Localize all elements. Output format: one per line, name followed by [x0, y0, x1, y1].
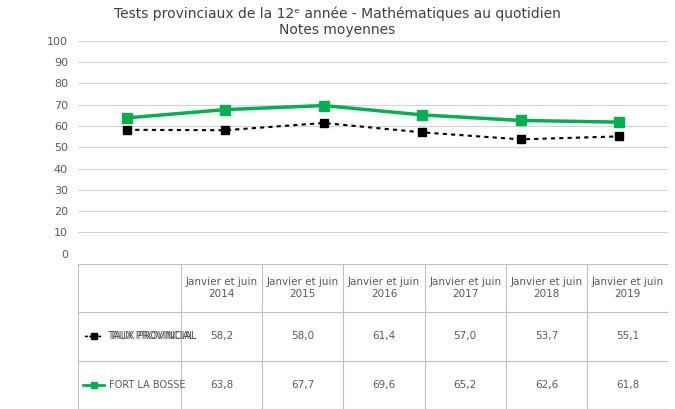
Text: 57,0: 57,0	[454, 331, 477, 342]
Text: 61,4: 61,4	[373, 331, 396, 342]
Text: 67,7: 67,7	[291, 380, 315, 390]
Text: Janvier et juin
2017: Janvier et juin 2017	[429, 277, 502, 299]
Text: Janvier et juin
2016: Janvier et juin 2016	[348, 277, 420, 299]
Text: Tests provinciaux de la 12ᵉ année - Mathématiques au quotidien
Notes moyennes: Tests provinciaux de la 12ᵉ année - Math…	[114, 6, 561, 37]
Text: 63,8: 63,8	[210, 380, 234, 390]
Text: FORT LA BOSSE: FORT LA BOSSE	[109, 380, 185, 390]
Text: 55,1: 55,1	[616, 331, 639, 342]
Text: 58,2: 58,2	[210, 331, 234, 342]
Text: 69,6: 69,6	[373, 380, 396, 390]
Text: TAUX PROVINCIAL: TAUX PROVINCIAL	[109, 331, 196, 342]
Text: Janvier et juin
2018: Janvier et juin 2018	[510, 277, 583, 299]
Text: Janvier et juin
2014: Janvier et juin 2014	[186, 277, 258, 299]
Text: 65,2: 65,2	[454, 380, 477, 390]
Text: Janvier et juin
2019: Janvier et juin 2019	[591, 277, 664, 299]
Text: 61,8: 61,8	[616, 380, 639, 390]
Text: TAUX PROVINCIAL: TAUX PROVINCIAL	[107, 331, 194, 342]
Text: Janvier et juin
2015: Janvier et juin 2015	[267, 277, 339, 299]
Text: 58,0: 58,0	[291, 331, 315, 342]
Text: 53,7: 53,7	[535, 331, 558, 342]
Text: 62,6: 62,6	[535, 380, 558, 390]
